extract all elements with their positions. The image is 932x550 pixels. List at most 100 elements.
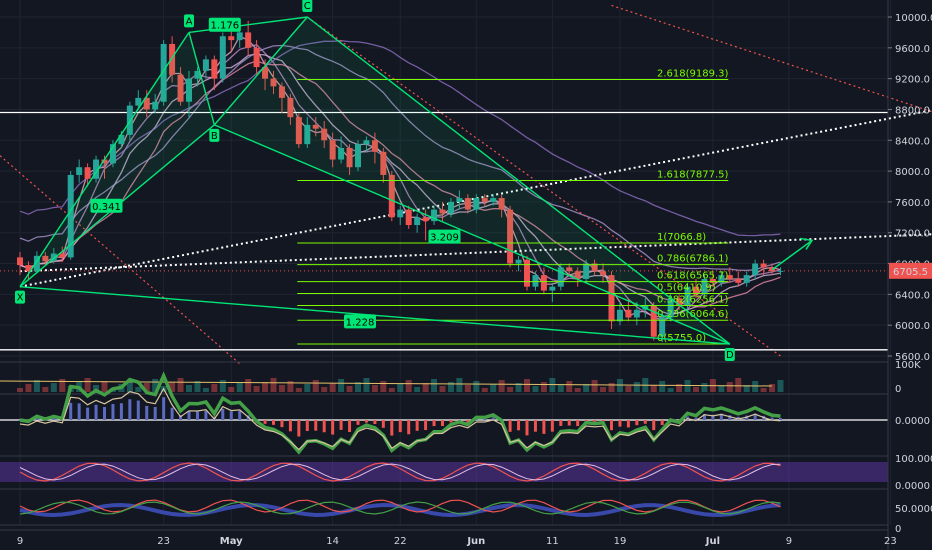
candle-body (262, 67, 269, 79)
volume-bar (574, 388, 581, 392)
volume-bar (473, 381, 480, 392)
candle-body (616, 309, 623, 322)
momentum-histogram-bar (263, 420, 267, 424)
momentum-histogram-bar (221, 408, 225, 420)
stoch-axis-label: 0.0000 (895, 481, 930, 492)
candle-body (219, 36, 226, 79)
volume-bar (743, 385, 750, 392)
momentum-histogram-bar (711, 414, 715, 420)
time-tick-label: 19 (614, 536, 627, 547)
candle-body (515, 259, 522, 264)
momentum-histogram-bar (86, 407, 90, 420)
candle-body (186, 78, 192, 102)
candle-body (659, 317, 666, 337)
candle-body (608, 275, 615, 322)
candle-body (211, 59, 218, 79)
candle-body (684, 286, 691, 306)
fib-level-label: 2.618(9189.3) (657, 68, 729, 79)
candle-body (194, 70, 201, 79)
momentum-histogram-bar (441, 420, 444, 427)
volume-bar (422, 383, 429, 392)
volume-bar (633, 382, 640, 392)
moving-average-line (19, 44, 781, 272)
candle-body (431, 209, 438, 222)
momentum-histogram-bar (322, 420, 326, 433)
candle-body (118, 134, 125, 145)
momentum-histogram-bar (280, 420, 284, 428)
volume-bar (515, 383, 522, 392)
candle-body (524, 259, 530, 287)
trendline-red-dotted (611, 4, 932, 113)
momentum-histogram-bar (525, 420, 529, 436)
fib-level-label: 0(5755.0) (657, 333, 706, 344)
momentum-histogram-bar (491, 417, 495, 420)
volume-bar (101, 381, 108, 392)
candle-body (33, 255, 40, 272)
momentum-histogram-bar (559, 420, 563, 426)
time-tick-label: 9 (786, 536, 792, 547)
volume-bar (84, 378, 91, 392)
momentum-histogram-bar (153, 406, 157, 420)
volume-axis-label: 100K (895, 360, 921, 371)
volume-bar (202, 388, 209, 392)
volume-bar (152, 379, 159, 392)
candle-body (726, 275, 733, 279)
volume-bar (735, 378, 742, 392)
momentum-histogram-bar (136, 400, 140, 420)
momentum-histogram-bar (305, 420, 309, 432)
volume-bar (650, 385, 657, 392)
candle-body (338, 147, 345, 160)
volume-bar (524, 379, 530, 392)
time-tick-label: 11 (546, 536, 559, 547)
candle-body (718, 275, 725, 283)
projection-arrow (771, 239, 813, 271)
volume-bar (143, 383, 150, 392)
momentum-histogram-bar (339, 420, 343, 430)
volume-bar (33, 380, 40, 392)
price-tick-label: 7600.0 (895, 198, 930, 209)
volume-bar (498, 380, 505, 392)
pattern-point-label: A (186, 16, 193, 27)
candle-body (498, 198, 505, 210)
pattern-leg (19, 32, 190, 288)
indicator-line (19, 501, 781, 515)
fib-level-label: 0.5(6410.9) (657, 283, 716, 294)
volume-bar (321, 387, 328, 392)
momentum-histogram-bar (35, 418, 39, 420)
candle-body (304, 124, 311, 145)
momentum-histogram-bar (770, 417, 774, 420)
momentum-histogram-bar (424, 420, 428, 431)
candle-body (633, 309, 640, 318)
candle-body (760, 263, 767, 268)
fib-level-label: 0.382(6256.1) (657, 294, 729, 305)
candle-body (287, 97, 294, 118)
volume-bar (295, 388, 302, 392)
momentum-histogram-bar (356, 420, 360, 425)
pattern-leg (213, 16, 308, 126)
volume-bar (684, 380, 691, 392)
volume-bar (752, 381, 759, 392)
volume-bar (431, 379, 438, 392)
candle-body (507, 209, 514, 264)
momentum-histogram-bar (618, 420, 622, 427)
volume-bar (17, 388, 23, 392)
candle-body (574, 271, 581, 279)
momentum-histogram-bar (635, 420, 639, 426)
momentum-histogram-bar (415, 420, 419, 431)
rsi-axis-label: 0 (895, 524, 901, 535)
price-tick-label: 6000.0 (895, 321, 930, 332)
candle-body (709, 278, 716, 283)
momentum-histogram-bar (584, 420, 588, 422)
pattern-ratio-badge (90, 198, 123, 213)
candle-body (312, 124, 319, 129)
volume-bar (211, 384, 218, 392)
pattern-point-label: B (211, 131, 218, 142)
momentum-histogram-bar (111, 403, 115, 420)
momentum-histogram-bar (162, 397, 166, 420)
candle-body (25, 265, 32, 272)
candle-body (397, 209, 404, 218)
momentum-axis-label: 0.0000 (895, 416, 930, 427)
momentum-histogram-bar (195, 411, 199, 420)
